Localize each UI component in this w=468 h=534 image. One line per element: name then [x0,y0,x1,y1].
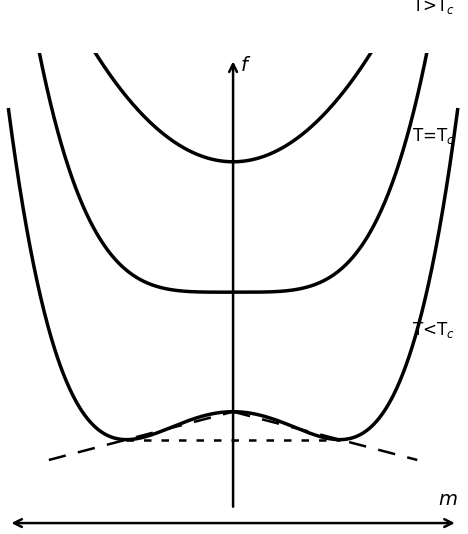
Text: T=T$_c$: T=T$_c$ [411,126,454,146]
Text: T>T$_c$: T>T$_c$ [411,0,454,16]
Text: T<T$_c$: T<T$_c$ [411,320,454,340]
Text: m: m [439,491,458,509]
Text: f: f [241,56,248,75]
